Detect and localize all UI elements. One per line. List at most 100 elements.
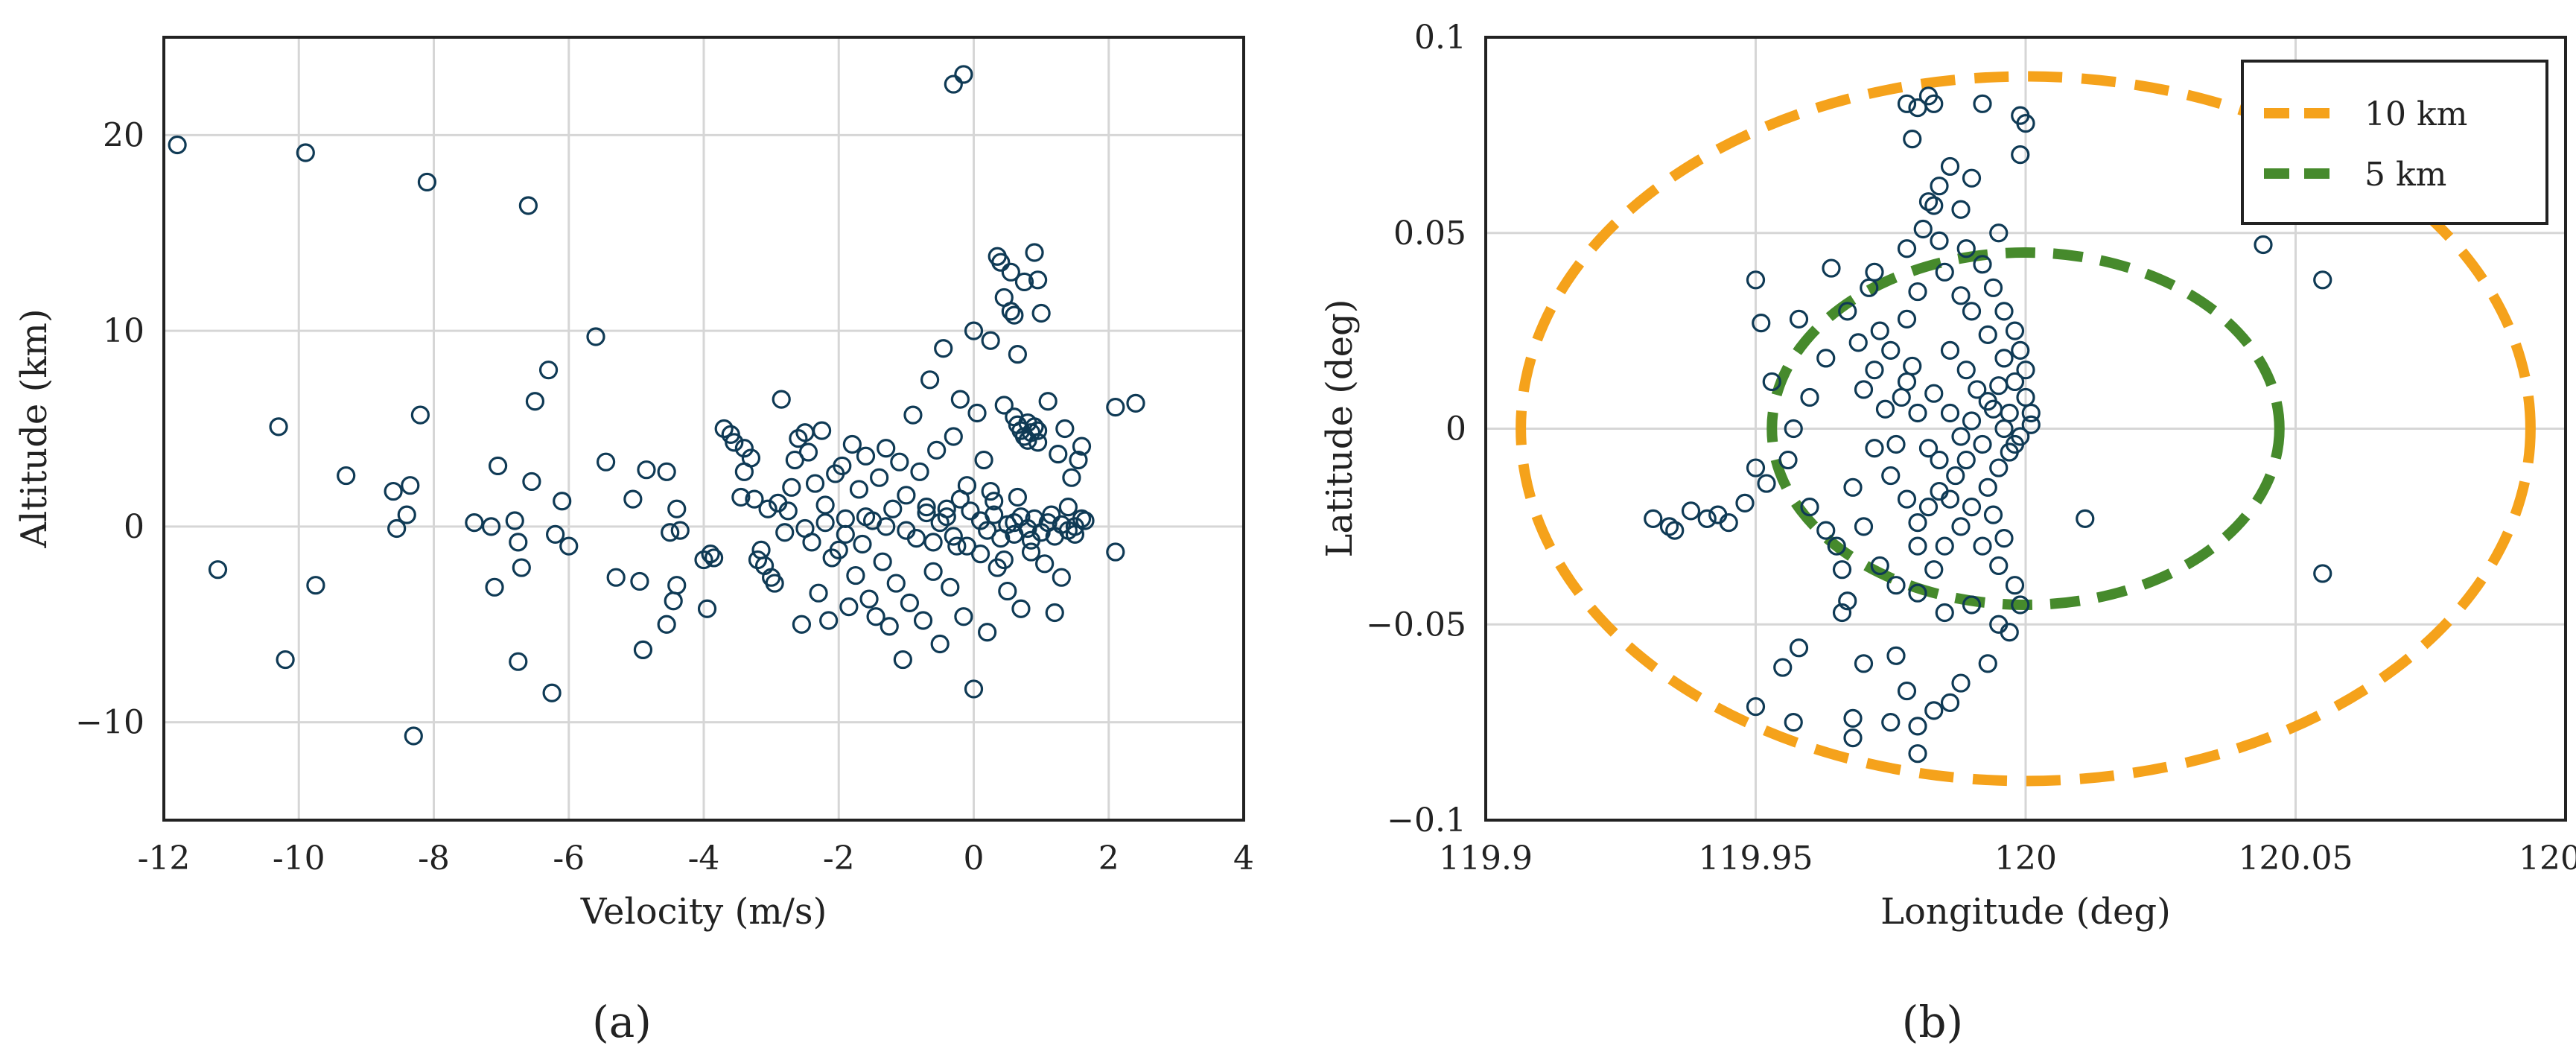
b-data-point: [2313, 270, 2332, 290]
panel-b-range-circles: [1516, 71, 2536, 787]
a-data-point: [836, 524, 855, 544]
a-data-point: [606, 568, 626, 587]
a-data-point: [981, 331, 1000, 350]
a-data-point: [778, 501, 798, 521]
a-data-point: [893, 650, 912, 670]
a-data-point: [877, 439, 896, 458]
a-data-point: [512, 558, 531, 577]
a-data-point: [401, 476, 420, 495]
b-data-point: [1886, 576, 1906, 595]
b-data-point: [1719, 513, 1738, 533]
a-data-point: [910, 462, 929, 481]
a-data-point: [775, 523, 795, 542]
a-data-point: [630, 571, 649, 591]
legend-label-5km: 5 km: [2364, 156, 2446, 194]
a-data-point: [208, 560, 228, 580]
b-data-point: [1973, 536, 1992, 556]
b-data-point: [1908, 536, 1927, 556]
b-data-point: [1978, 392, 1997, 411]
a-data-point: [853, 534, 872, 554]
a-data-point: [758, 499, 777, 518]
a-data-point: [944, 74, 963, 94]
a-data-point: [586, 327, 605, 346]
a-y-tick-label: 0: [124, 508, 144, 546]
b-data-point: [1800, 387, 1819, 407]
legend-box: [2241, 60, 2548, 225]
a-data-point: [988, 247, 1007, 266]
b-data-point: [2005, 321, 2025, 340]
a-x-tick-label: -12: [138, 839, 191, 877]
panel-b-x-tick-labels: 119.9 119.95 120 120.05 120.1: [1439, 839, 2576, 877]
a-data-point: [1008, 487, 1028, 507]
b-data-point: [1951, 673, 1971, 693]
a-data-point: [846, 565, 865, 585]
a-x-tick-label: 0: [964, 839, 985, 877]
a-data-point: [525, 392, 545, 411]
a-data-point: [1106, 542, 1125, 562]
b-data-point: [1940, 693, 1960, 712]
a-data-point: [950, 489, 970, 509]
a-data-point: [870, 468, 889, 487]
b-data-point: [1994, 349, 2014, 368]
range-circle-5km: [1766, 247, 2285, 610]
a-data-point: [1069, 450, 1088, 470]
a-data-point: [1106, 397, 1125, 417]
b-data-point: [1978, 477, 1997, 497]
b-data-point: [1956, 361, 1976, 380]
a-data-point: [920, 370, 940, 390]
a-x-tick-label: -8: [418, 839, 450, 877]
b-data-point: [1978, 325, 1997, 344]
b-data-point: [1908, 717, 1927, 736]
a-data-point: [934, 339, 953, 358]
a-data-point: [1005, 305, 1024, 325]
b-data-point: [1951, 286, 1971, 305]
panel-b-label: (b): [1902, 997, 1963, 1047]
b-data-point: [2011, 145, 2030, 165]
b-data-point: [2254, 235, 2273, 255]
a-data-point: [337, 466, 356, 486]
a-data-point: [798, 442, 818, 462]
b-data-point: [1881, 713, 1901, 732]
a-data-point: [387, 518, 407, 539]
a-data-point: [661, 523, 680, 542]
panel-b-longitude-latitude: 119.9 119.95 120 120.05 120.1 −0.1 −0.05 0 0.05…: [1319, 19, 2576, 1047]
b-data-point: [1918, 497, 1939, 517]
b-data-point: [1962, 302, 1982, 321]
b-data-point: [2005, 434, 2025, 454]
a-data-point: [417, 172, 437, 192]
a-data-point: [542, 683, 562, 702]
a-data-point: [538, 361, 559, 380]
a-data-point: [657, 615, 676, 634]
a-data-point: [667, 576, 687, 595]
panel-b-y-axis-title: Latitude (deg): [1319, 299, 1361, 557]
a-data-point: [877, 517, 896, 536]
b-data-point: [1757, 474, 1776, 493]
a-data-point: [917, 497, 936, 517]
b-data-point: [1746, 270, 1766, 290]
a-data-point: [704, 548, 724, 568]
a-data-point: [937, 499, 956, 518]
a-data-point: [856, 507, 876, 527]
a-data-point: [978, 521, 997, 540]
a-data-point: [795, 518, 815, 539]
a-data-point: [994, 550, 1014, 570]
a-data-point: [964, 321, 984, 340]
b-data-point: [1989, 223, 2009, 243]
a-data-point: [890, 452, 909, 472]
panel-a-grid: [164, 37, 1244, 820]
b-data-point: [2016, 114, 2035, 133]
a-data-point: [765, 574, 784, 593]
a-data-point: [897, 521, 916, 540]
b-data-point: [1897, 489, 1917, 509]
a-data-point: [880, 617, 899, 636]
a-data-point: [981, 481, 1000, 501]
a-data-point: [985, 505, 1004, 524]
b-data-point: [1908, 744, 1927, 764]
a-data-point: [842, 434, 862, 454]
a-data-point: [954, 607, 973, 626]
b-data-point: [1924, 94, 1944, 113]
a-data-point: [751, 540, 771, 560]
a-x-tick-label: -10: [273, 839, 325, 877]
b-data-point: [1935, 603, 1954, 623]
b-data-point: [1762, 372, 1781, 392]
